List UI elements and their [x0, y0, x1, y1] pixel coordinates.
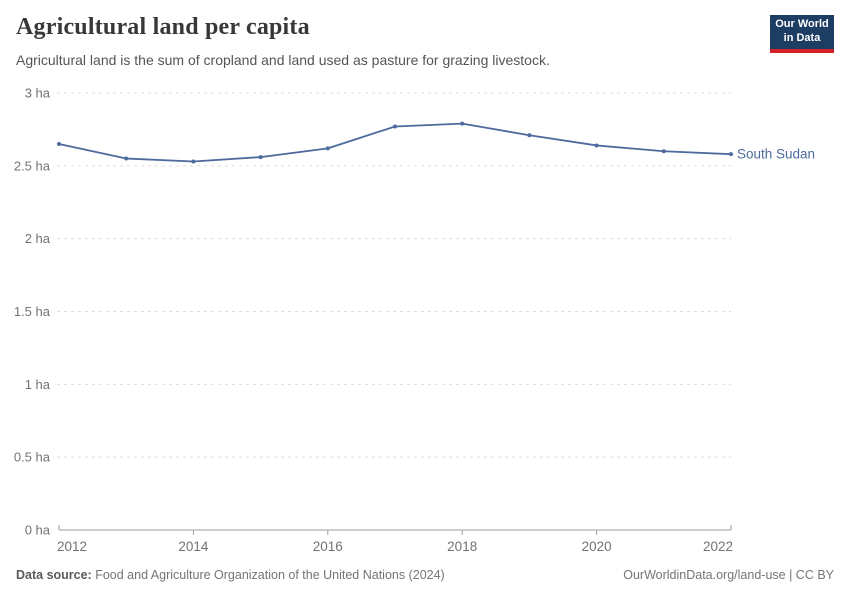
data-point[interactable]	[460, 121, 465, 126]
data-point[interactable]	[325, 146, 330, 151]
chart-footer: Data source: Food and Agriculture Organi…	[16, 568, 834, 582]
x-tick-label: 2020	[582, 539, 612, 554]
data-point[interactable]	[124, 156, 129, 161]
data-point[interactable]	[729, 152, 733, 157]
series-label[interactable]: South Sudan	[737, 147, 815, 162]
data-source-label: Data source:	[16, 568, 92, 582]
x-tick-label: 2022	[703, 539, 733, 554]
y-tick-label: 1 ha	[25, 377, 51, 392]
data-source-value: Food and Agriculture Organization of the…	[91, 568, 445, 582]
data-point[interactable]	[527, 133, 532, 138]
data-point[interactable]	[594, 143, 599, 148]
data-point[interactable]	[393, 124, 397, 129]
x-tick-label: 2018	[447, 539, 477, 554]
x-tick-label: 2016	[313, 539, 343, 554]
page-title: Agricultural land per capita	[16, 14, 310, 40]
y-tick-label: 2.5 ha	[14, 158, 51, 173]
data-point[interactable]	[661, 149, 666, 154]
owid-logo-line2: in Data	[783, 32, 821, 44]
owid-logo-line1: Our World	[775, 18, 829, 31]
y-tick-label: 2 ha	[25, 231, 51, 246]
x-tick-label: 2014	[178, 539, 209, 554]
data-point[interactable]	[258, 155, 263, 160]
y-tick-label: 1.5 ha	[14, 304, 51, 319]
x-tick-label: 2012	[57, 539, 87, 554]
data-point[interactable]	[191, 159, 196, 164]
chart-subtitle: Agricultural land is the sum of cropland…	[16, 52, 550, 68]
y-tick-label: 3 ha	[25, 86, 51, 101]
trend-line[interactable]	[58, 122, 732, 163]
y-tick-label: 0.5 ha	[14, 450, 51, 465]
credit-text[interactable]: OurWorldinData.org/land-use | CC BY	[623, 568, 834, 582]
data-source-text: Data source: Food and Agriculture Organi…	[16, 568, 445, 582]
data-point[interactable]	[57, 141, 61, 146]
owid-logo[interactable]: Our World in Data	[770, 15, 834, 53]
y-tick-label: 0 ha	[25, 523, 51, 538]
